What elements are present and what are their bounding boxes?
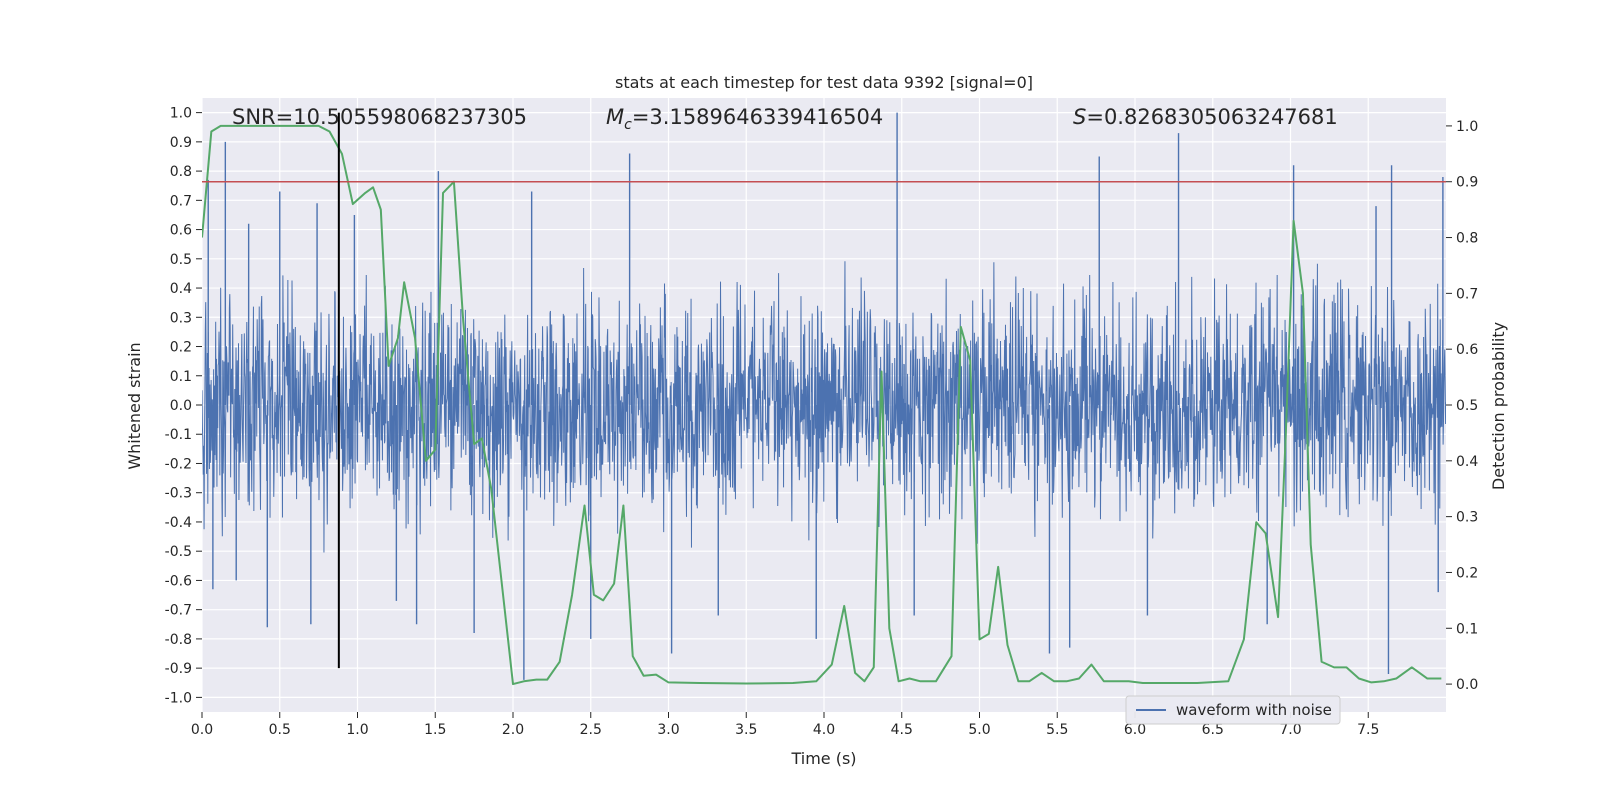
x-tick-label: 5.5 [1046,722,1068,738]
s-annotation: S=0.8268305063247681 [1073,105,1338,129]
x-tick-label: 7.0 [1279,722,1301,738]
right-tick-label: 0.1 [1456,621,1478,637]
x-tick-label: 0.0 [191,722,213,738]
left-tick-label: -1.0 [165,690,192,706]
left-tick-label: 0.3 [170,310,192,326]
legend-box [1125,695,1341,725]
left-tick-label: -0.4 [165,515,192,531]
x-tick-label: 7.5 [1357,722,1379,738]
right-tick-label: 0.4 [1456,454,1478,470]
left-tick-label: -0.1 [165,427,192,443]
left-tick-label: 0.9 [170,135,192,151]
left-tick-label: -0.7 [165,603,192,619]
snr-annotation: SNR=10.505598068237305 [232,105,527,129]
x-tick-label: 3.5 [735,722,757,738]
left-tick-label: 0.7 [170,193,192,209]
left-y-axis-label: Whitened strain [125,342,144,469]
x-tick-label: 3.0 [657,722,679,738]
left-tick-label: 0.2 [170,340,192,356]
right-tick-label: 0.9 [1456,175,1478,191]
right-tick-label: 0.2 [1456,565,1478,581]
chirp-mass-annotation: Mc=3.1589646339416504 [606,105,883,133]
left-tick-label: 0.0 [170,398,192,414]
right-tick-label: 0.8 [1456,231,1478,247]
x-tick-label: 4.5 [891,722,913,738]
left-tick-label: 0.4 [170,281,192,297]
left-tick-label: -0.6 [165,573,192,589]
x-tick-label: 5.0 [968,722,990,738]
x-ticks: 0.0 0.5 1.0 1.5 2.0 2.5 3.0 3.5 4.0 4.5 5.0 5.5 6.0 6… [191,712,1379,738]
right-tick-label: 0.0 [1456,677,1478,693]
left-tick-label: 1.0 [170,106,192,122]
right-y-axis-label: Detection probability [1489,322,1508,490]
x-tick-label: 2.0 [502,722,524,738]
x-tick-label: 6.5 [1202,722,1224,738]
overlay-lines [202,112,1446,669]
x-tick-label: 6.0 [1124,722,1146,738]
chart-title: stats at each timestep for test data 939… [615,73,1033,92]
left-y-ticks: 1.0 0.9 0.8 0.7 0.6 0.5 0.4 0.3 0.2 0.1 0.0 -0.1 -0.… [165,106,202,706]
right-tick-label: 1.0 [1456,119,1478,135]
left-tick-label: -0.9 [165,661,192,677]
x-axis-label: Time (s) [790,749,856,768]
left-tick-label: -0.5 [165,544,192,560]
waveform-trace [202,261,1446,553]
right-tick-label: 0.7 [1456,286,1478,302]
left-tick-label: 0.6 [170,223,192,239]
x-tick-label: 1.5 [424,722,446,738]
right-tick-label: 0.3 [1456,510,1478,526]
left-tick-label: 0.1 [170,369,192,385]
x-tick-label: 1.0 [346,722,368,738]
x-tick-label: 0.5 [269,722,291,738]
left-tick-label: -0.2 [165,456,192,472]
left-tick-label: -0.3 [165,486,192,502]
x-tick-label: 2.5 [580,722,602,738]
right-y-ticks: 1.0 0.9 0.8 0.7 0.6 0.5 0.4 0.3 0.2 0.1 0.0 [1446,119,1478,693]
x-tick-label: 4.0 [813,722,835,738]
left-tick-label: 0.5 [170,252,192,268]
legend: waveform with noise [1125,695,1341,725]
series-waveform-with-noise [202,112,1446,680]
left-tick-label: 0.8 [170,164,192,180]
right-tick-label: 0.5 [1456,398,1478,414]
left-tick-label: -0.8 [165,632,192,648]
legend-label: waveform with noise [1176,701,1332,719]
detection-probability-line [202,124,1442,686]
right-tick-label: 0.6 [1456,342,1478,358]
series-detection-probability [202,124,1442,686]
